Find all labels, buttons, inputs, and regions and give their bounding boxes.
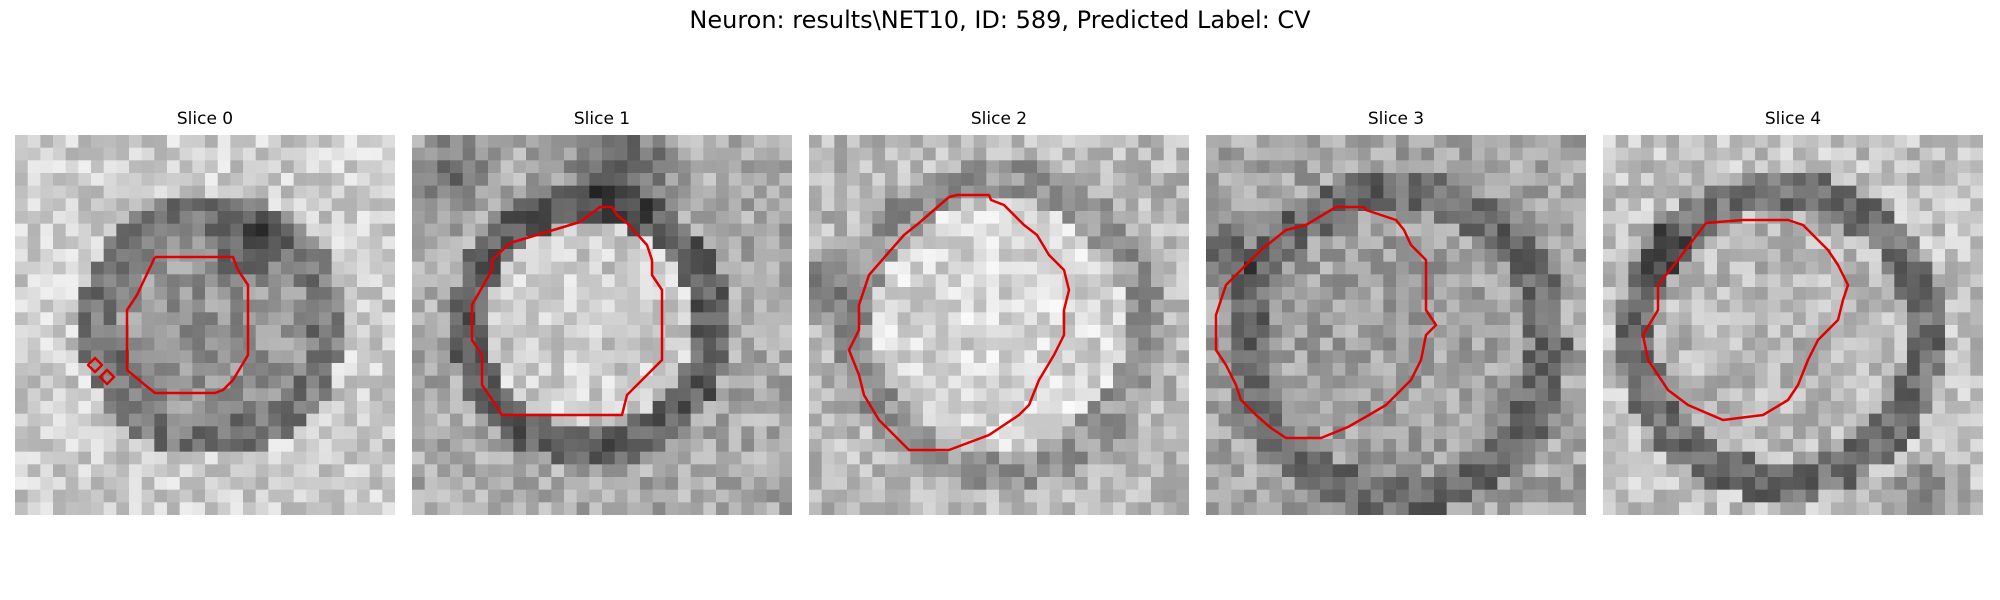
slice-3-contour bbox=[1214, 205, 1438, 440]
slice-4-contour bbox=[1641, 218, 1850, 422]
slice-0-pixels bbox=[15, 135, 395, 515]
slice-2-image bbox=[809, 135, 1189, 515]
slice-2-contour bbox=[847, 193, 1071, 452]
slice-3-pixels bbox=[1206, 135, 1586, 515]
slice-1-pixels bbox=[412, 135, 792, 515]
slice-4-image bbox=[1603, 135, 1983, 515]
slice-1-image bbox=[412, 135, 792, 515]
slice-0-contour bbox=[125, 255, 250, 395]
slice-1-title: Slice 1 bbox=[573, 109, 631, 129]
slice-4-pixels bbox=[1603, 135, 1983, 515]
slice-3-svg bbox=[1206, 135, 1586, 515]
slice-0-image bbox=[15, 135, 395, 515]
slice-1-contour bbox=[470, 205, 664, 417]
slice-3-title: Slice 3 bbox=[1367, 109, 1425, 129]
slice-2-title: Slice 2 bbox=[970, 109, 1028, 129]
slice-2-svg bbox=[809, 135, 1189, 515]
slice-2-pixels bbox=[809, 135, 1189, 515]
slice-3-image bbox=[1206, 135, 1586, 515]
slice-0-marker-b bbox=[98, 368, 116, 386]
slice-0-svg bbox=[15, 135, 395, 515]
slice-0-title: Slice 0 bbox=[176, 109, 234, 129]
slice-4-title: Slice 4 bbox=[1764, 109, 1822, 129]
slice-0-marker-a bbox=[86, 356, 104, 374]
slice-4-svg bbox=[1603, 135, 1983, 515]
slice-1-svg bbox=[412, 135, 792, 515]
figure-title: Neuron: results\NET10, ID: 589, Predicte… bbox=[689, 6, 1311, 34]
